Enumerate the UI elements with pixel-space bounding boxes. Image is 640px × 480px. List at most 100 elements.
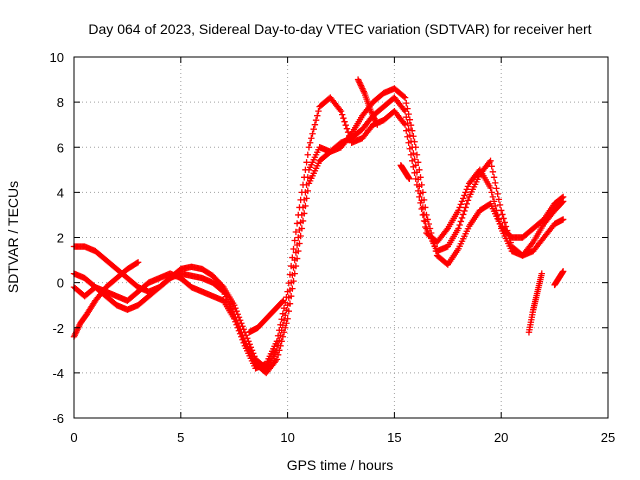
data-point-interp <box>301 210 308 217</box>
data-point-interp <box>416 193 423 201</box>
data-point-interp <box>280 304 288 312</box>
data-point-interp <box>296 204 303 211</box>
data-point-interp <box>282 324 289 331</box>
data-point-interp <box>488 163 495 170</box>
data-point <box>284 315 291 322</box>
axis-ticks: 0 5 10 15 20 25 -6 -4 -2 0 2 4 6 8 10 <box>50 50 616 445</box>
data-point-interp <box>283 293 290 301</box>
data-point-interp <box>133 259 141 267</box>
y-tick-label: 4 <box>57 185 64 200</box>
data-point-interp <box>403 127 410 134</box>
data-point-interp <box>490 198 498 205</box>
data-point-interp <box>404 133 411 140</box>
y-tick-label: 2 <box>57 231 64 246</box>
data-point-interp <box>234 324 241 331</box>
data-point-interp <box>298 189 306 196</box>
y-tick-label: -4 <box>52 366 64 381</box>
data-series-1 <box>70 85 567 372</box>
data-point-interp <box>344 129 352 136</box>
y-tick-label: 8 <box>57 95 64 110</box>
data-point-interp <box>277 342 284 349</box>
data-point-interp <box>289 254 296 261</box>
data-point-interp <box>299 181 307 189</box>
data-point-interp <box>290 277 297 285</box>
data-point <box>280 297 287 304</box>
data-point-interp <box>315 107 322 115</box>
data-point-interp <box>309 130 316 137</box>
chart-title: Day 064 of 2023, Sidereal Day-to-day VTE… <box>88 21 591 37</box>
data-series-5 <box>245 297 287 336</box>
data-point-interp <box>314 112 321 119</box>
data-point-interp <box>409 157 416 164</box>
data-point <box>231 301 238 309</box>
data-series-8 <box>397 162 413 183</box>
data-point <box>412 175 419 183</box>
y-tick-label: -2 <box>52 321 64 336</box>
data-point <box>134 259 142 266</box>
data-point <box>559 198 567 205</box>
data-point-interp <box>279 298 286 305</box>
data-point-interp <box>495 216 503 223</box>
data-point-interp <box>311 121 319 128</box>
y-tick-label: -6 <box>52 411 64 426</box>
data-point-interp <box>299 217 307 225</box>
data-point <box>295 211 302 219</box>
data-point-interp <box>464 197 472 204</box>
data-point-interp <box>409 127 416 134</box>
x-tick-label: 5 <box>177 430 184 445</box>
y-tick-label: 10 <box>50 50 64 65</box>
x-tick-label: 0 <box>70 430 77 445</box>
data-point <box>401 107 409 115</box>
data-point-interp <box>312 116 320 124</box>
data-point-interp <box>341 118 348 125</box>
data-point-interp <box>462 204 469 211</box>
data-point-interp <box>400 93 408 100</box>
data-point-interp <box>346 132 353 139</box>
y-tick-label: 0 <box>57 276 64 291</box>
data-point-interp <box>287 262 295 270</box>
data-point-interp <box>488 189 495 196</box>
data-point-interp <box>458 198 466 205</box>
data-point-interp <box>414 187 422 195</box>
data-point-interp <box>496 220 504 228</box>
data-point-interp <box>463 186 470 193</box>
data-point-interp <box>457 201 465 208</box>
data-point-interp <box>493 185 500 192</box>
data-point-interp <box>236 330 244 337</box>
data-point-interp <box>403 99 410 107</box>
y-axis-label: SDTVAR / TECUs <box>5 181 21 293</box>
data-point-interp <box>460 211 467 218</box>
data-point-interp <box>411 169 418 177</box>
data-series-3 <box>70 94 567 372</box>
data-point-interp <box>418 205 425 213</box>
data-point-interp <box>289 285 296 292</box>
data-point <box>559 268 567 275</box>
data-point-interp <box>464 183 472 190</box>
data-point-interp <box>403 113 410 121</box>
data-point-interp <box>407 121 415 129</box>
data-point <box>401 94 409 101</box>
data-point <box>295 247 302 255</box>
data-point <box>487 184 494 192</box>
data-point-interp <box>297 196 304 204</box>
data-point-interp <box>462 189 469 196</box>
data-point-interp <box>238 333 245 340</box>
data-point-interp <box>274 351 282 359</box>
data-point-interp <box>276 347 283 354</box>
data-point-interp <box>306 139 314 146</box>
data-point <box>401 121 409 128</box>
data-point <box>231 315 238 322</box>
data-point-interp <box>457 218 465 225</box>
data-point <box>455 225 462 232</box>
x-tick-label: 20 <box>494 430 508 445</box>
data-point-interp <box>456 221 463 229</box>
data-point-interp <box>492 179 499 187</box>
data-point-interp <box>302 166 309 174</box>
data-point <box>538 270 545 277</box>
data-point-interp <box>500 215 507 222</box>
data-point-interp <box>458 214 466 222</box>
data-point-interp <box>425 220 433 228</box>
data-point-interp <box>492 202 499 210</box>
data-point-interp <box>310 126 317 133</box>
